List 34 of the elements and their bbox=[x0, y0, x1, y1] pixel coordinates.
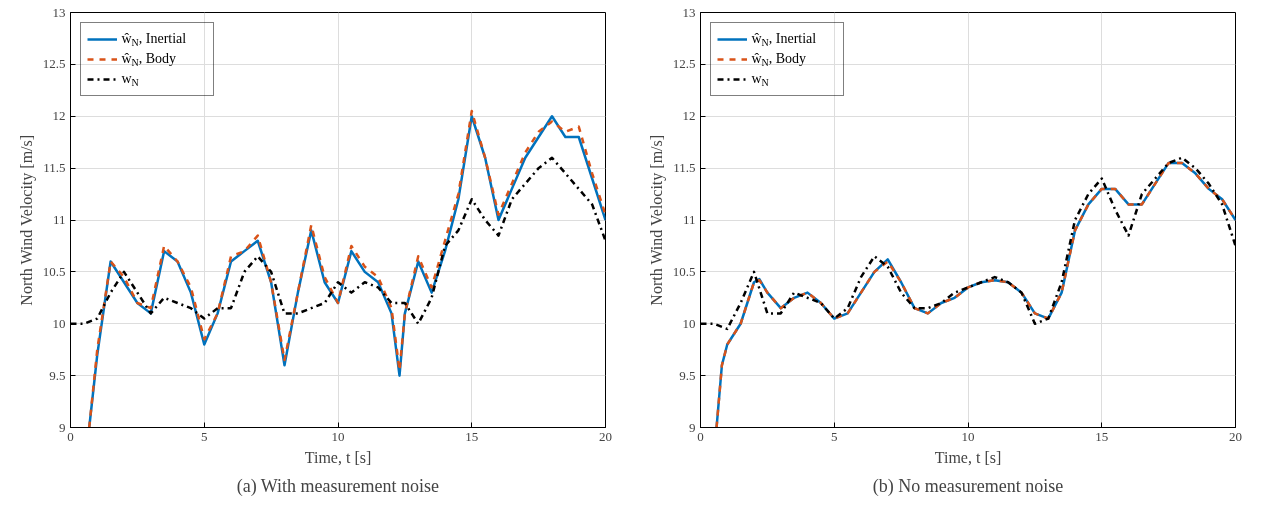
y-tick-label: 10 bbox=[682, 315, 696, 331]
x-tick-label: 5 bbox=[831, 428, 838, 444]
x-tick-label: 20 bbox=[1229, 428, 1242, 444]
y-tick-label: 9.5 bbox=[49, 367, 66, 383]
y-tick-label: 9 bbox=[59, 419, 66, 435]
y-tick-label: 11 bbox=[52, 212, 66, 227]
y-tick-label: 13 bbox=[52, 4, 66, 20]
y-tick-label: 12 bbox=[52, 108, 66, 124]
x-tick-label: 15 bbox=[465, 428, 479, 444]
y-tick-label: 10.5 bbox=[672, 263, 696, 279]
x-tick-label: 5 bbox=[201, 428, 208, 444]
y-axis-title: North Wind Velocity [m/s] bbox=[17, 134, 36, 306]
y-tick-label: 11 bbox=[682, 212, 696, 227]
text: (a) With measurement noise bbox=[236, 475, 440, 497]
y-axis-title: North Wind Velocity [m/s] bbox=[647, 134, 666, 306]
x-tick-label: 0 bbox=[697, 428, 704, 444]
y-tick-label: 11.5 bbox=[673, 160, 696, 176]
y-tick-label: 9 bbox=[689, 419, 696, 435]
x-tick-label: 10 bbox=[961, 428, 975, 444]
x-tick-label: 10 bbox=[331, 428, 345, 444]
x-axis-title: Time, t [s] bbox=[934, 448, 1002, 466]
y-tick-label: 12 bbox=[682, 108, 696, 124]
y-tick-label: 9.5 bbox=[679, 367, 696, 383]
y-tick-label: 11.5 bbox=[43, 160, 66, 176]
y-tick-label: 13 bbox=[682, 4, 696, 20]
x-tick-label: 0 bbox=[67, 428, 74, 444]
x-tick-label: 20 bbox=[599, 428, 612, 444]
x-tick-label: 15 bbox=[1095, 428, 1109, 444]
x-axis-title: Time, t [s] bbox=[304, 448, 372, 466]
y-tick-label: 12.5 bbox=[42, 56, 66, 72]
text: (b) No measurement noise bbox=[872, 475, 1064, 497]
y-tick-label: 10.5 bbox=[42, 263, 66, 279]
y-tick-label: 12.5 bbox=[672, 56, 696, 72]
y-tick-label: 10 bbox=[52, 315, 66, 331]
